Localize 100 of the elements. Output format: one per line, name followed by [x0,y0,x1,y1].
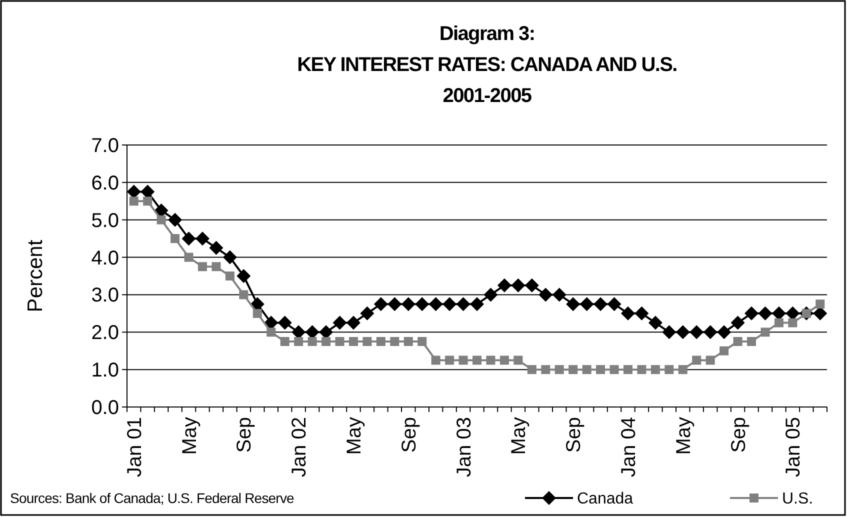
point [401,297,416,312]
point [332,316,347,330]
point [650,365,660,374]
point [634,306,649,320]
point [415,297,430,312]
point [278,316,292,330]
point [486,356,496,365]
point [346,316,360,330]
point [623,365,632,374]
x-tick-label: Sep [728,417,750,453]
y-tick-label: 0.0 [91,397,119,419]
point [566,297,580,312]
point [730,316,745,330]
point [538,288,553,302]
point [772,306,786,320]
source-note: Sources: Bank of Canada; U.S. Federal Reserve [10,490,295,506]
point [322,337,331,346]
point [580,297,594,312]
y-tick-label: 7.0 [91,135,119,157]
point [195,232,210,246]
y-tick-label: 5.0 [91,210,119,232]
point [472,356,482,365]
point [524,278,539,292]
point [374,297,388,312]
point [786,306,800,320]
point [266,328,276,337]
point [692,356,702,365]
point [676,325,690,340]
legend-label: U.S. [782,490,814,508]
point [703,325,718,340]
point [514,356,523,365]
x-tick-label: May [343,417,366,455]
point [428,297,443,312]
point [582,365,592,374]
point [758,306,772,320]
point [664,365,674,374]
point [431,356,440,365]
point [390,337,400,346]
x-tick-label: Jan 03 [453,417,476,478]
point [458,356,468,365]
point [225,272,234,280]
point [511,278,526,292]
y-tick-label: 4.0 [91,247,119,270]
point [594,297,608,312]
point [690,325,704,340]
point [376,337,386,346]
x-tick-label: Sep [234,417,256,453]
y-tick-label: 1.0 [91,360,119,382]
x-tick-label: Jan 04 [618,417,640,478]
x-tick-label: Sep [563,417,586,453]
y-axis-title: Percent [24,240,47,312]
point [360,306,374,320]
point [335,337,344,346]
point [456,297,470,312]
chart-title: Diagram 3: KEY INTEREST RATES: CANADA AND U.S. 2001-2005 [297,23,678,107]
point [140,184,155,199]
point [209,240,224,255]
y-tick-label: 2.0 [91,322,119,344]
x-tick-label: Jan 02 [288,417,311,478]
y-tick-label: 3.0 [91,284,119,307]
point [239,290,248,300]
point [717,325,732,340]
point [404,337,413,346]
point [620,306,635,320]
point [568,365,578,374]
point [126,184,141,199]
point [294,337,304,346]
point [212,262,221,272]
x-tick-label: Jan 05 [782,417,805,478]
point [637,365,646,374]
point [168,212,182,227]
x-tick-label: May [672,417,695,455]
point [252,308,262,318]
y-tick-label: 6.0 [91,172,119,194]
point [788,318,798,328]
point [744,306,759,320]
point [388,297,402,312]
point [720,346,729,356]
point [552,288,566,302]
point [610,365,619,374]
point [541,365,550,374]
x-tick-label: May [508,417,530,455]
point [156,215,166,224]
point [648,316,662,330]
point [484,288,498,302]
point [236,269,251,283]
point [774,318,784,328]
point [154,204,168,218]
point [662,325,676,340]
legend-label: Canada [577,490,634,508]
point [129,196,138,206]
point [348,337,358,346]
point [445,356,454,365]
point [143,196,152,206]
point [733,337,742,346]
point [470,297,484,312]
point [596,365,606,374]
point [607,297,622,312]
point [816,300,825,309]
point [442,297,457,312]
